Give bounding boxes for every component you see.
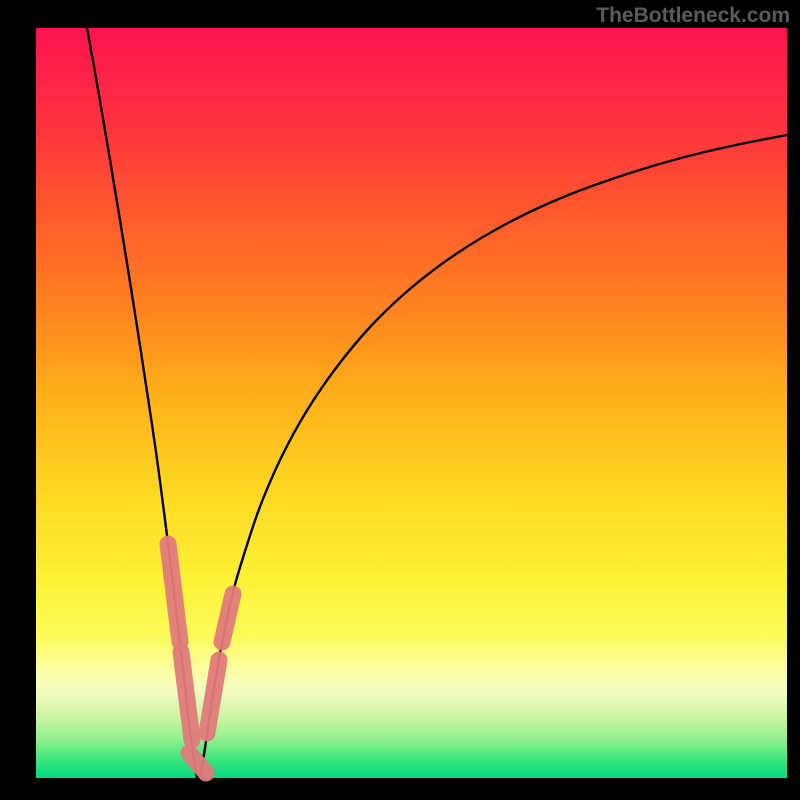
- chart-frame: TheBottleneck.com: [0, 0, 800, 800]
- marker-capsule: [222, 594, 233, 642]
- marker-capsule: [207, 660, 219, 733]
- marker-capsule: [181, 652, 192, 740]
- chart-svg: [0, 0, 800, 800]
- marker-capsule: [168, 544, 180, 642]
- watermark-text: TheBottleneck.com: [596, 4, 790, 28]
